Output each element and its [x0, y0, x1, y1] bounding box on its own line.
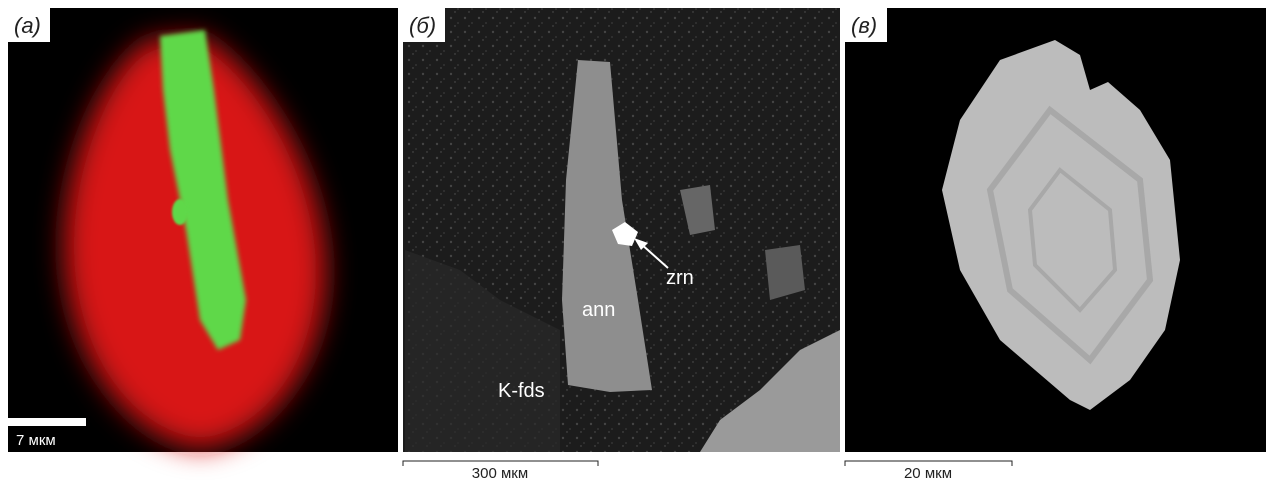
annotation: K-fds — [498, 380, 545, 402]
figure: (а) 7 мкм zrn ann K-fds (б) 300 мкм (в) … — [0, 0, 1274, 481]
panel-a: (а) 7 мкм — [8, 8, 398, 452]
annotation: zrn — [666, 267, 694, 289]
scale-label: 7 мкм — [16, 432, 56, 449]
annotation: ann — [582, 299, 615, 321]
scale-label: 20 мкм — [904, 465, 952, 481]
panel-label: (б) — [409, 13, 436, 38]
scale-label: 300 мкм — [472, 465, 528, 481]
panel-b: zrn ann K-fds (б) 300 мкм — [403, 8, 840, 481]
green-inclusion — [172, 199, 188, 225]
panel-label: (а) — [14, 13, 41, 38]
panel-label: (в) — [851, 13, 877, 38]
panel-c: (в) 20 мкм — [845, 8, 1266, 481]
